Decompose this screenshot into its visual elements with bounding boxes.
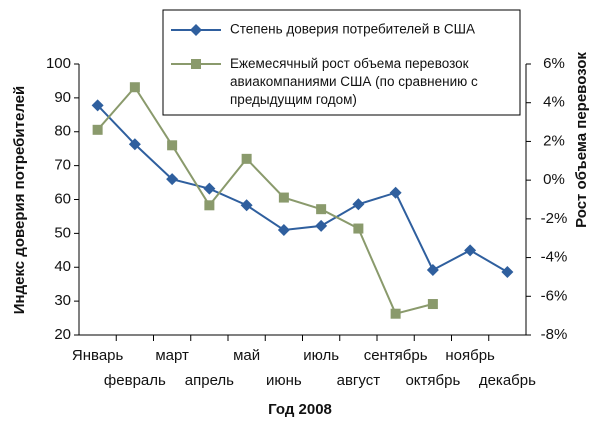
y2-axis-title: Рост объема перевозок	[573, 52, 590, 228]
series-line	[96, 104, 508, 273]
y2-tick-label: 0%	[543, 171, 565, 188]
y2-tick-label: -6%	[541, 287, 568, 304]
point	[277, 223, 290, 236]
x-tick-label: апрель	[185, 372, 234, 389]
y-tick-label: 100	[46, 55, 71, 72]
point	[91, 99, 104, 112]
y-tick-label: 30	[54, 292, 71, 309]
point	[240, 199, 253, 212]
point	[353, 223, 364, 234]
y2-tick-label: 2%	[543, 132, 565, 149]
point	[92, 124, 103, 135]
point	[316, 204, 327, 215]
x-tick-label: июль	[303, 347, 339, 364]
point	[390, 308, 401, 319]
y-tick-label: 50	[54, 224, 71, 241]
point	[241, 153, 252, 164]
x-tick-label: декабрь	[479, 372, 536, 389]
point	[389, 186, 402, 199]
y-tick-label: 40	[54, 258, 71, 275]
y-tick-label: 60	[54, 190, 71, 207]
point	[427, 299, 438, 310]
legend-label: Ежемесячный рост объема перевозок авиаком…	[230, 56, 478, 107]
x-tick-label: ноябрь	[445, 347, 495, 364]
series-line	[96, 85, 434, 315]
point	[128, 138, 141, 151]
point	[166, 173, 179, 186]
point	[167, 140, 178, 151]
y2-tick-label: -4%	[541, 249, 568, 266]
x-tick-label: июнь	[266, 372, 302, 389]
x-tick-label: март	[155, 347, 189, 364]
y2-tick-label: -2%	[541, 210, 568, 227]
point	[352, 198, 365, 211]
x-tick-label: май	[233, 347, 260, 364]
point	[464, 244, 477, 257]
x-tick-label: февраль	[104, 372, 166, 389]
legend-marker	[191, 59, 201, 69]
y2-tick-label: -8%	[541, 326, 568, 343]
point	[203, 182, 216, 195]
legend-marker	[190, 24, 202, 36]
legend-label: Степень доверия потребителей в США	[230, 22, 475, 37]
legend-box	[162, 9, 521, 116]
point	[278, 192, 289, 203]
y-tick-label: 20	[54, 326, 71, 343]
y-tick-label: 80	[54, 123, 71, 140]
point	[129, 82, 140, 93]
x-tick-label: октябрь	[405, 372, 460, 389]
y-axis-title: Индекс доверия потребителей	[11, 86, 28, 314]
y-tick-label: 70	[54, 157, 71, 174]
y-tick-label: 90	[54, 89, 71, 106]
x-tick-label: сентябрь	[364, 347, 428, 364]
x-axis-title: Год 2008	[268, 401, 332, 418]
point	[204, 200, 215, 211]
point	[426, 263, 439, 276]
x-tick-label: август	[337, 372, 381, 389]
x-tick-label: Январь	[72, 347, 124, 364]
point	[315, 219, 328, 232]
y2-tick-label: 6%	[543, 55, 565, 72]
y2-tick-label: 4%	[543, 94, 565, 111]
point	[501, 265, 514, 278]
